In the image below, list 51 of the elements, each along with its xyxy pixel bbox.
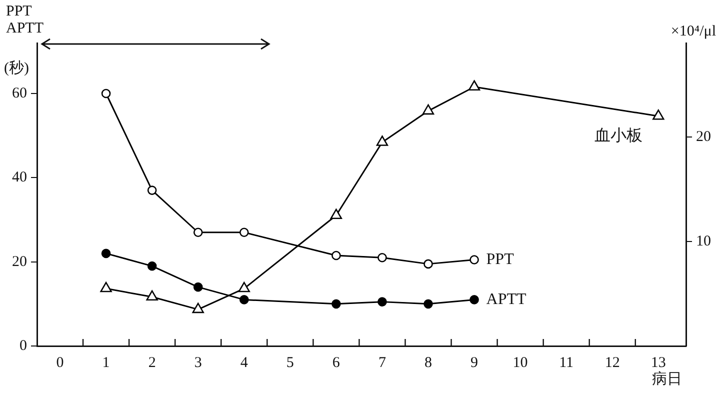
- point: [147, 261, 157, 271]
- point: [238, 282, 250, 292]
- series-label: PPT: [486, 250, 514, 268]
- point: [424, 299, 433, 309]
- series-label: 血小板: [594, 126, 642, 144]
- y-tick-label: 60: [12, 85, 27, 102]
- x-tick-label: 10: [512, 354, 528, 371]
- x-tick-label: 3: [194, 354, 202, 371]
- series-label: APTT: [486, 290, 526, 308]
- point: [193, 282, 203, 292]
- x-axis-title: 病日: [652, 370, 682, 388]
- y-tick-label: 20: [12, 254, 27, 270]
- y2-tick-label: 10: [696, 233, 711, 250]
- y2-axis-title: ×10⁴/μl: [670, 23, 716, 40]
- point: [147, 186, 157, 195]
- x-tick-label: 4: [240, 354, 248, 371]
- x-tick-label: 7: [378, 354, 386, 371]
- y2-tick-label: 20: [696, 128, 711, 145]
- point: [422, 104, 434, 115]
- x-tick-label: 13: [650, 354, 666, 371]
- y-tick-label: 0: [20, 338, 27, 354]
- point: [330, 208, 342, 220]
- x-tick-label: 11: [559, 354, 574, 371]
- point: [239, 228, 249, 238]
- point: [146, 290, 158, 301]
- point: [101, 248, 111, 258]
- point: [468, 80, 480, 91]
- x-tick-label: 1: [102, 354, 110, 371]
- point: [470, 255, 479, 264]
- point: [239, 295, 249, 304]
- point: [652, 109, 664, 120]
- point: [193, 228, 203, 238]
- point: [192, 302, 204, 314]
- text: PPT APTT (秒): [4, 3, 44, 76]
- point: [378, 252, 387, 262]
- point: [101, 88, 111, 98]
- x-tick-label: 2: [148, 354, 156, 371]
- y-tick-label: 40: [12, 170, 27, 186]
- point: [378, 297, 387, 306]
- point: [424, 259, 433, 269]
- x-tick-label: 6: [332, 354, 340, 371]
- point: [100, 282, 112, 292]
- point: [332, 250, 341, 260]
- x-tick-label: 0: [56, 354, 64, 371]
- point: [470, 295, 479, 304]
- x-tick-label: 5: [286, 354, 294, 371]
- point: [376, 136, 388, 146]
- point: [332, 299, 341, 309]
- x-tick-label: 8: [424, 354, 432, 371]
- x-tick-label: 9: [470, 354, 478, 371]
- x-tick-label: 12: [604, 354, 620, 371]
